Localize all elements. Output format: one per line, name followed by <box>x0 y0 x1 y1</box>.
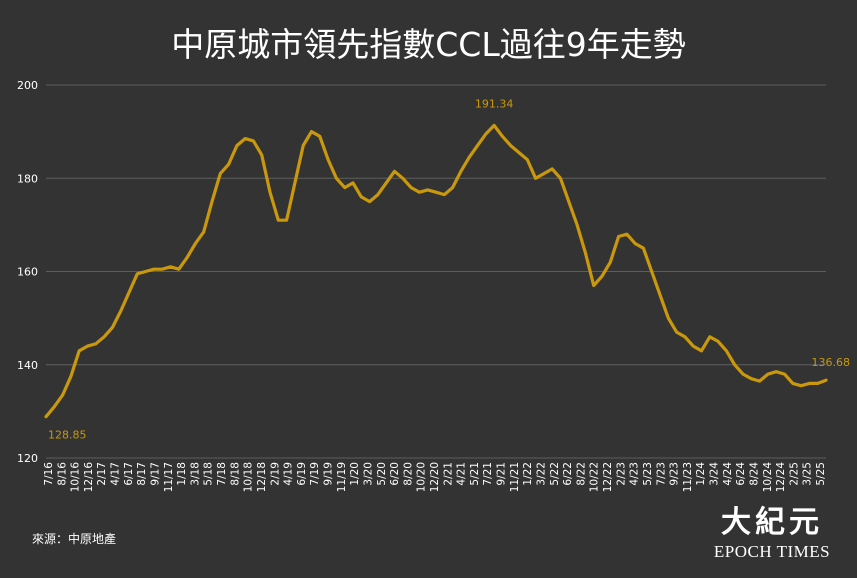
x-tick-label: 8/16 <box>56 462 68 486</box>
x-tick-label: 2/19 <box>269 462 281 486</box>
y-tick-label: 180 <box>17 172 38 185</box>
x-tick-label: 8/17 <box>136 462 148 486</box>
x-tick-label: 12/24 <box>775 462 787 493</box>
x-tick-label: 11/21 <box>509 462 521 492</box>
x-tick-label: 5/23 <box>642 462 654 486</box>
x-tick-label: 10/18 <box>243 462 255 492</box>
x-tick-label: 8/20 <box>402 462 414 486</box>
x-tick-label: 1/20 <box>349 462 361 486</box>
x-axis-ticks: 7/16 8/16 10/16 12/16 2/17 4/17 6/17 8/17 9/17 11… <box>43 462 827 493</box>
x-tick-label: 5/25 <box>815 462 827 486</box>
x-tick-label: 7/18 <box>216 462 228 486</box>
x-tick-label: 12/18 <box>256 462 268 492</box>
x-tick-label: 7/21 <box>482 462 494 486</box>
x-tick-label: 7/23 <box>655 462 667 486</box>
x-tick-label: 9/21 <box>496 462 508 486</box>
y-tick-label: 140 <box>17 359 38 372</box>
source-note: 來源：中原地產 <box>32 532 117 546</box>
y-tick-label: 120 <box>17 452 38 465</box>
x-tick-label: 6/17 <box>123 462 135 486</box>
x-tick-label: 9/17 <box>149 462 161 486</box>
x-tick-label: 1/24 <box>695 462 707 486</box>
x-tick-label: 12/20 <box>429 462 441 492</box>
x-tick-label: 12/16 <box>83 462 95 493</box>
x-tick-label: 5/20 <box>376 462 388 486</box>
x-tick-label: 3/18 <box>189 462 201 486</box>
logo-chinese: 大紀元 <box>721 505 823 540</box>
x-tick-label: 11/23 <box>682 462 694 492</box>
x-tick-label: 7/16 <box>43 462 55 486</box>
x-tick-label: 1/22 <box>522 462 534 486</box>
x-tick-label: 4/23 <box>629 462 641 486</box>
x-tick-label: 12/22 <box>602 462 614 492</box>
x-tick-label: 8/22 <box>575 462 587 486</box>
x-tick-label: 10/22 <box>589 462 601 492</box>
x-tick-label: 3/22 <box>535 462 547 486</box>
x-tick-label: 7/19 <box>309 462 321 486</box>
x-tick-label: 10/16 <box>70 462 82 493</box>
x-tick-label: 5/18 <box>203 462 215 486</box>
x-tick-label: 6/20 <box>389 462 401 486</box>
x-tick-label: 6/22 <box>562 462 574 486</box>
x-tick-label: 4/21 <box>456 462 468 486</box>
x-tick-label: 8/24 <box>748 462 760 486</box>
x-tick-label: 3/24 <box>709 462 721 486</box>
x-tick-label: 4/24 <box>722 462 734 486</box>
x-tick-label: 2/21 <box>442 462 454 486</box>
x-tick-label: 11/19 <box>336 462 348 492</box>
x-tick-label: 2/17 <box>96 462 108 486</box>
x-tick-label: 5/21 <box>469 462 481 486</box>
y-tick-label: 200 <box>17 79 38 92</box>
data-label: 136.68 <box>812 356 851 369</box>
x-tick-label: 6/24 <box>735 462 747 486</box>
x-tick-label: 6/19 <box>296 462 308 486</box>
x-tick-label: 8/18 <box>229 462 241 486</box>
chart-title: 中原城市領先指數CCL過往9年走勢 <box>171 25 686 64</box>
x-tick-label: 3/25 <box>802 462 814 486</box>
data-annotations: 128.85 191.34 136.68 <box>48 97 850 441</box>
x-tick-label: 5/22 <box>549 462 561 486</box>
x-tick-label: 4/17 <box>110 462 122 486</box>
x-tick-label: 9/23 <box>669 462 681 486</box>
gridlines <box>46 84 826 459</box>
data-label: 191.34 <box>475 97 514 110</box>
y-tick-label: 160 <box>17 266 38 279</box>
ccl-series-line <box>44 123 828 419</box>
data-label: 128.85 <box>48 429 87 442</box>
x-tick-label: 10/20 <box>416 462 428 492</box>
x-tick-label: 4/19 <box>283 462 295 486</box>
x-tick-label: 3/20 <box>362 462 374 486</box>
x-tick-label: 10/24 <box>762 462 774 493</box>
x-tick-label: 11/17 <box>163 462 175 492</box>
x-tick-label: 9/19 <box>323 462 335 486</box>
epoch-times-logo: 大紀元 EPOCH TIMES <box>712 506 832 562</box>
x-tick-label: 2/25 <box>788 462 800 486</box>
x-tick-label: 2/23 <box>615 462 627 486</box>
logo-english: EPOCH TIMES <box>713 542 831 561</box>
x-tick-label: 1/18 <box>176 462 188 486</box>
y-axis-ticks: 120 140 160 180 200 <box>17 79 38 465</box>
